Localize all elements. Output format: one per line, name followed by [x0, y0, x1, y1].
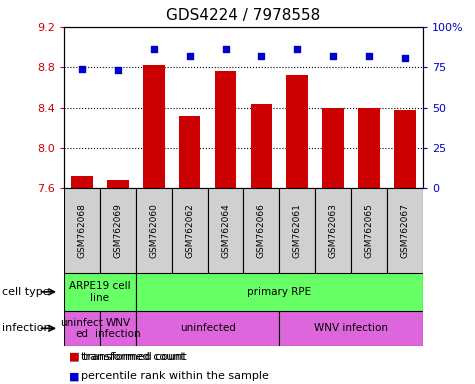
Point — [294, 46, 301, 53]
Text: GSM762067: GSM762067 — [400, 203, 409, 258]
Point — [329, 53, 337, 59]
Text: GSM762065: GSM762065 — [364, 203, 373, 258]
Title: GDS4224 / 7978558: GDS4224 / 7978558 — [166, 8, 321, 23]
Text: uninfected: uninfected — [180, 323, 236, 333]
Bar — [172, 188, 208, 273]
Text: GSM762068: GSM762068 — [77, 203, 86, 258]
Bar — [143, 65, 164, 188]
Bar — [64, 188, 100, 273]
Point — [222, 46, 229, 53]
Bar — [244, 188, 279, 273]
Text: primary RPE: primary RPE — [247, 287, 312, 297]
Bar — [179, 116, 200, 188]
Text: transformed count: transformed count — [81, 352, 184, 362]
Text: ARPE19 cell
line: ARPE19 cell line — [69, 281, 131, 303]
Text: GSM762062: GSM762062 — [185, 203, 194, 258]
Bar — [251, 104, 272, 188]
Point — [150, 46, 158, 53]
Text: GSM762063: GSM762063 — [329, 203, 338, 258]
Text: GSM762060: GSM762060 — [149, 203, 158, 258]
Text: ■ transformed count: ■ transformed count — [69, 352, 187, 362]
Bar — [64, 273, 136, 311]
Text: ■: ■ — [69, 352, 79, 362]
Text: GSM762069: GSM762069 — [114, 203, 123, 258]
Text: GSM762064: GSM762064 — [221, 203, 230, 258]
Bar — [351, 188, 387, 273]
Text: GSM762066: GSM762066 — [257, 203, 266, 258]
Bar — [315, 188, 351, 273]
Bar — [100, 188, 136, 273]
Bar — [64, 311, 100, 346]
Point — [186, 53, 193, 59]
Bar — [208, 188, 244, 273]
Point — [257, 53, 265, 59]
Point — [114, 67, 122, 73]
Bar — [279, 311, 423, 346]
Text: infection: infection — [2, 323, 51, 333]
Point — [365, 53, 373, 59]
Bar — [136, 273, 423, 311]
Bar — [387, 188, 423, 273]
Bar — [279, 188, 315, 273]
Text: WNV
infection: WNV infection — [95, 318, 141, 339]
Bar — [136, 188, 172, 273]
Text: ■: ■ — [69, 371, 79, 381]
Bar — [215, 71, 236, 188]
Text: GSM762061: GSM762061 — [293, 203, 302, 258]
Bar — [286, 75, 308, 188]
Bar — [358, 108, 380, 188]
Bar — [323, 108, 344, 188]
Point — [401, 55, 408, 61]
Text: WNV infection: WNV infection — [314, 323, 388, 333]
Bar — [107, 180, 129, 188]
Bar — [100, 311, 136, 346]
Bar — [394, 109, 416, 188]
Text: percentile rank within the sample: percentile rank within the sample — [81, 371, 269, 381]
Bar — [136, 311, 279, 346]
Text: cell type: cell type — [2, 287, 50, 297]
Bar — [71, 176, 93, 188]
Point — [78, 66, 86, 72]
Text: uninfect
ed: uninfect ed — [61, 318, 104, 339]
